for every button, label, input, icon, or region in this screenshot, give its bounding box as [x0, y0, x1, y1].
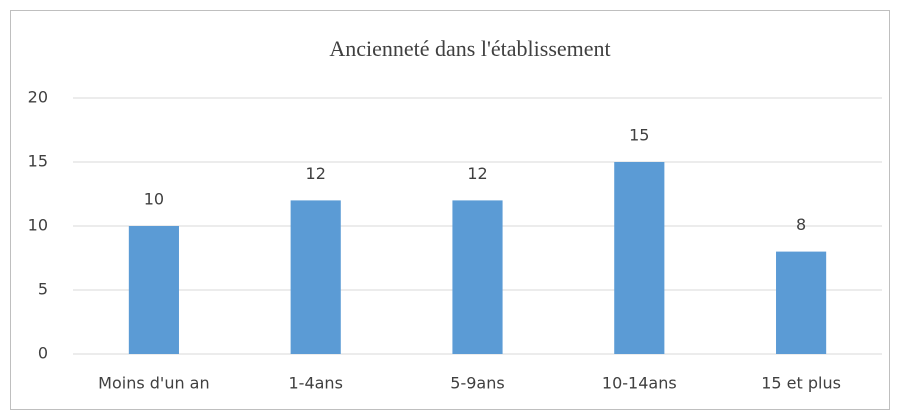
y-tick-label: 20 [28, 88, 48, 107]
data-label: 12 [306, 164, 326, 183]
x-tick-label: 1-4ans [288, 374, 342, 393]
data-label: 10 [144, 190, 164, 209]
bar [128, 226, 179, 354]
y-tick-label: 10 [28, 216, 48, 235]
y-tick-label: 0 [38, 344, 48, 363]
y-tick-label: 5 [38, 280, 48, 299]
data-label: 15 [629, 126, 649, 145]
data-label: 12 [467, 164, 487, 183]
y-tick-label: 15 [28, 152, 48, 171]
chart-title: Ancienneté dans l'établissement [329, 36, 610, 61]
x-tick-label: Moins d'un an [98, 374, 209, 393]
x-tick-label: 10-14ans [602, 374, 677, 393]
x-tick-label: 15 et plus [761, 374, 841, 393]
bar [452, 200, 503, 354]
x-tick-label: 5-9ans [450, 374, 504, 393]
bar [290, 200, 341, 354]
data-label: 8 [796, 215, 806, 234]
bar [776, 251, 827, 354]
bar [614, 162, 665, 354]
